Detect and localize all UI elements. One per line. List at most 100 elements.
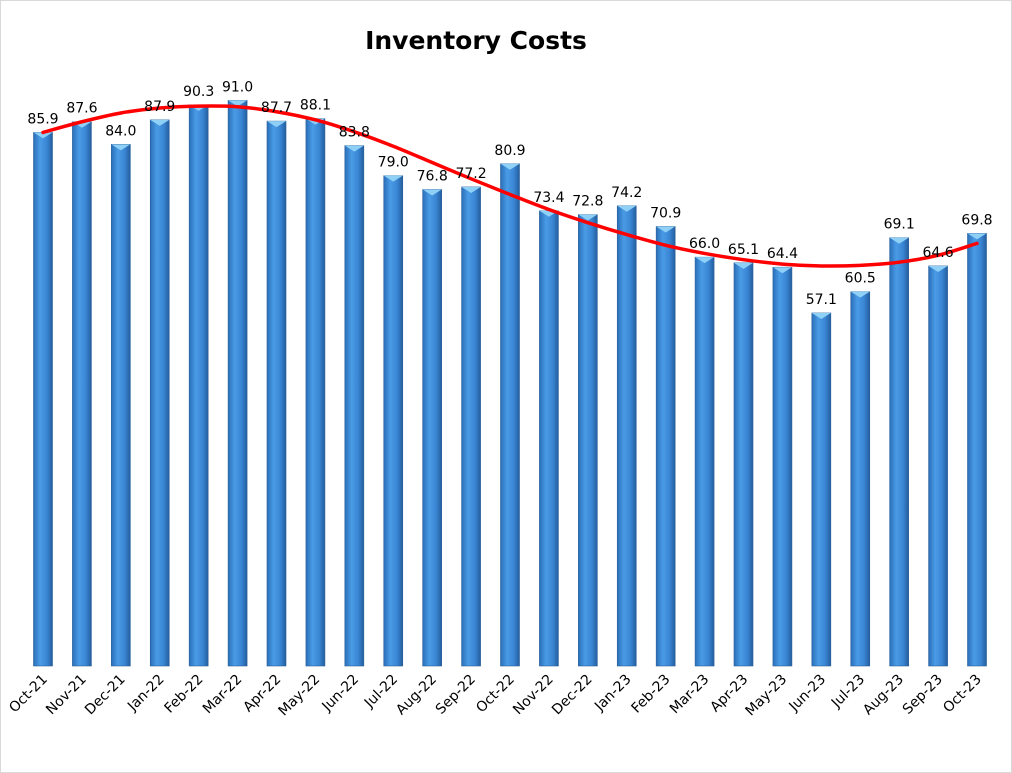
x-tick-label: Dec-21 (82, 672, 129, 719)
x-axis-labels: Oct-21Nov-21Dec-21Jan-22Feb-22Mar-22Apr-… (6, 672, 985, 720)
bar (227, 100, 248, 667)
bar (539, 210, 559, 667)
bar-cap (695, 257, 715, 264)
bar (305, 118, 326, 667)
bar-Apr-23 (733, 262, 754, 667)
data-label: 64.6 (922, 245, 953, 261)
bar-cap (422, 189, 442, 196)
bar (733, 262, 754, 667)
x-tick-label: Sep-22 (433, 672, 479, 718)
bar-cap (383, 175, 403, 182)
data-label: 60.5 (845, 271, 876, 287)
x-tick-label: Sep-23 (900, 672, 946, 718)
data-label: 84.0 (105, 123, 136, 139)
data-label: 57.1 (806, 292, 837, 308)
data-label: 79.0 (378, 155, 409, 171)
x-tick-label: May-23 (742, 672, 790, 720)
bar (72, 121, 92, 667)
bar (422, 189, 442, 667)
bar-Sep-22 (461, 186, 481, 667)
data-label: 87.7 (261, 100, 292, 116)
data-label: 91.0 (222, 79, 253, 95)
x-tick-label: Nov-22 (510, 672, 557, 719)
bar (655, 226, 676, 667)
bar-cap (811, 312, 831, 319)
data-label: 69.1 (884, 217, 915, 233)
x-tick-label: Oct-23 (940, 672, 985, 717)
bar-Jul-23 (850, 291, 871, 667)
x-tick-label: Oct-21 (6, 672, 51, 717)
x-tick-label: Mar-23 (667, 672, 713, 718)
x-tick-label: Aug-23 (860, 672, 907, 719)
bar-cap (267, 121, 286, 128)
x-tick-label: May-22 (275, 672, 323, 720)
bar-cap (617, 205, 637, 212)
x-tick-label: Aug-22 (393, 672, 440, 719)
bar (616, 205, 637, 667)
data-label: 69.8 (961, 212, 992, 228)
bar (383, 175, 404, 667)
x-tick-label: Jun-23 (785, 672, 829, 716)
data-label: 72.8 (572, 194, 603, 210)
trendline (41, 104, 979, 268)
x-tick-label: Jan-22 (124, 672, 167, 715)
bar-cap (111, 144, 131, 151)
bar (461, 186, 481, 667)
bar (266, 120, 287, 667)
bar-cap (772, 267, 792, 274)
bar (694, 256, 715, 667)
bar-cap (578, 214, 598, 221)
bar-cap (656, 226, 676, 233)
x-tick-label: Jan-23 (591, 672, 634, 715)
bar-cap (850, 291, 870, 298)
data-label: 87.9 (144, 99, 175, 115)
bar (578, 214, 598, 667)
bar-Jun-22 (344, 145, 365, 667)
chart-title: Inventory Costs (365, 26, 587, 55)
bar-Mar-22 (227, 100, 248, 667)
bar-Aug-22 (422, 189, 442, 667)
x-tick-label: Mar-22 (200, 672, 246, 718)
bar (188, 104, 209, 667)
bar-cap (928, 265, 948, 272)
bar-May-23 (772, 266, 793, 667)
bar-cap (150, 119, 170, 126)
bar-May-22 (305, 118, 326, 667)
data-label: 77.2 (455, 166, 486, 182)
data-label: 83.8 (339, 125, 370, 141)
bar-cap (500, 163, 520, 170)
bar-Dec-21 (111, 144, 131, 667)
bar (149, 119, 170, 667)
bar-series (33, 100, 987, 667)
bar-Nov-21 (72, 121, 92, 667)
bar (344, 145, 365, 667)
trendline-series (41, 104, 979, 268)
x-tick-label: Nov-21 (43, 672, 90, 719)
bar-cap (461, 186, 481, 193)
bar-Oct-22 (500, 163, 520, 667)
bar-Feb-22 (188, 104, 209, 667)
bar-Dec-22 (578, 214, 598, 667)
bar-cap (734, 262, 753, 269)
x-tick-label: Jun-22 (318, 672, 362, 716)
data-label: 85.9 (27, 111, 58, 127)
x-tick-label: Feb-23 (628, 672, 673, 717)
bar-Jan-22 (149, 119, 170, 667)
bar-Nov-22 (539, 210, 559, 667)
bar-Sep-23 (928, 265, 948, 667)
bar-cap (228, 100, 248, 107)
data-label: 70.9 (650, 205, 681, 221)
bar-Feb-23 (655, 226, 676, 667)
bar-Jun-23 (811, 312, 832, 667)
bar (850, 291, 871, 667)
bar-Jan-23 (616, 205, 637, 667)
bar (928, 265, 948, 667)
bar-cap (889, 237, 909, 244)
bar-cap (33, 132, 53, 139)
data-label: 90.3 (183, 84, 214, 100)
data-label: 65.1 (728, 242, 759, 258)
bar (889, 237, 909, 667)
data-label: 64.4 (767, 246, 798, 262)
bar-Mar-23 (694, 256, 715, 667)
x-tick-label: Feb-22 (161, 672, 206, 717)
